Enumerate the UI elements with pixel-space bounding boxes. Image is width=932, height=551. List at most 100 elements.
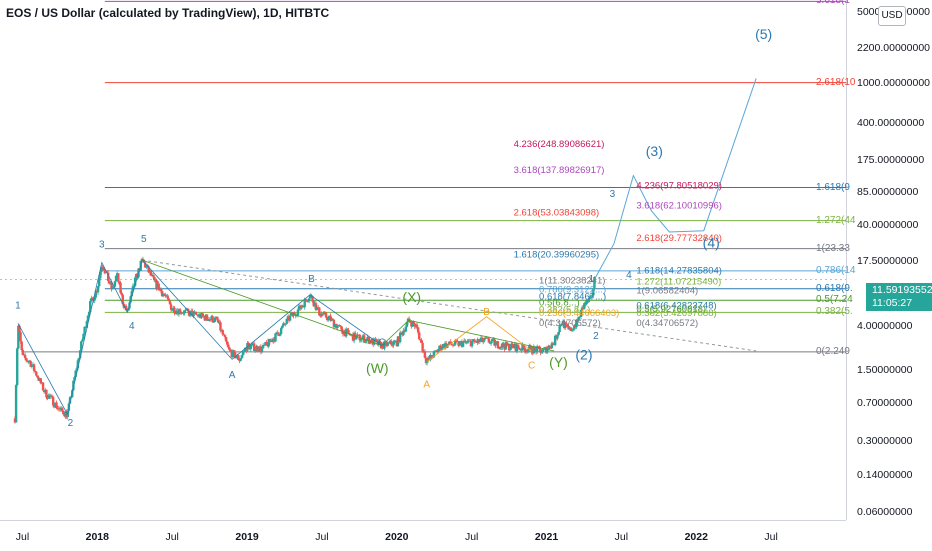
candle-body — [153, 276, 156, 281]
candle-body — [453, 340, 457, 345]
fib-label: 1.618(14.27835804) — [636, 265, 722, 276]
wave-label: C — [528, 360, 535, 371]
wave-label: 1 — [15, 301, 21, 312]
candle-body — [57, 408, 60, 410]
candle-body — [522, 344, 525, 348]
candle-body — [250, 344, 254, 346]
candle-body — [549, 348, 552, 349]
fib-level-label: 0(2.249 — [816, 345, 850, 357]
candle-body — [315, 307, 319, 310]
candle-body — [94, 290, 98, 298]
candle-body — [213, 317, 217, 322]
candle-body — [516, 344, 520, 348]
candle-body — [419, 339, 422, 341]
fib-level-label: 0.382(5. — [816, 306, 853, 318]
candle-body — [420, 340, 423, 343]
candle-body — [184, 309, 187, 311]
candle-body — [223, 335, 227, 337]
candle-body — [72, 380, 75, 391]
fib-label: 3.618(62.10010996) — [636, 200, 722, 211]
candle-body — [186, 308, 190, 311]
wave-label: 2 — [593, 331, 599, 342]
bar-countdown: 11:05:27 — [872, 297, 913, 309]
candle-body — [458, 341, 461, 346]
time-tick-label: Jul — [464, 531, 479, 543]
candle-body — [77, 358, 81, 361]
candle-body — [39, 378, 43, 384]
price-tick-label: 1.50000000 — [857, 363, 913, 376]
candle-body — [241, 352, 245, 356]
candle-body — [276, 332, 279, 335]
candle-body — [455, 340, 458, 342]
candle-body — [30, 365, 34, 367]
candle-body — [465, 342, 468, 343]
candle-body — [228, 347, 231, 350]
candle-body — [114, 275, 118, 282]
candle-body — [559, 324, 562, 327]
time-axis[interactable]: Jul 2018 Jul 2019 Jul 2020 Jul 2021 Jul 2022 Jul — [0, 520, 846, 551]
candle-body — [76, 360, 80, 369]
candle-body — [570, 329, 574, 331]
candle-body — [120, 292, 123, 295]
candle-body — [111, 286, 114, 290]
candle-body — [83, 326, 86, 334]
candle-body — [593, 276, 596, 289]
candle-body — [117, 273, 120, 282]
fib-label: 1(11.30238241) — [539, 276, 605, 287]
candle-body — [430, 354, 433, 358]
candle-body — [288, 315, 292, 321]
price-chart[interactable]: 4.236(248.89086621) 3.618(137.89826917) 2.… — [0, 0, 846, 520]
candle-body — [329, 315, 332, 321]
candle-body — [133, 277, 137, 286]
fib-level-label: 0.786(14 — [816, 264, 856, 276]
candle-body — [464, 340, 467, 343]
candle-body — [267, 338, 270, 347]
wave-label: C — [378, 338, 385, 349]
candle-body — [573, 325, 576, 330]
candle-body — [192, 311, 195, 317]
price-tick-label: 0.70000000 — [857, 397, 913, 410]
candle-body — [167, 298, 171, 302]
candle-body — [224, 336, 228, 342]
candle-body — [383, 341, 386, 349]
candle-body — [511, 343, 514, 346]
candle-body — [73, 377, 76, 381]
candle-body — [58, 408, 62, 410]
candle-body — [212, 321, 215, 323]
candle-body — [121, 294, 124, 305]
price-tick-label: 2200.00000000 — [857, 41, 930, 54]
fib-label: 0.382(5.42697888) — [636, 308, 716, 319]
candle-body — [62, 410, 65, 415]
candle-body — [318, 307, 321, 316]
candle-body — [530, 345, 533, 353]
candle-body — [252, 343, 256, 352]
currency-label[interactable]: USD — [878, 6, 906, 26]
candle-body — [131, 286, 135, 292]
candle-body — [219, 322, 222, 331]
candle-body — [108, 281, 111, 284]
candle-body — [97, 278, 101, 287]
candle-body — [588, 296, 592, 299]
fib-label: 0.382(5.8...) — [539, 304, 590, 315]
candle-body — [183, 310, 186, 314]
time-tick-label: 2018 — [85, 531, 109, 543]
candle-body — [23, 354, 27, 359]
candle-body — [264, 342, 267, 346]
wave-label: A — [423, 380, 430, 391]
candle-body — [518, 347, 521, 350]
candle-body — [285, 318, 288, 324]
trendline — [142, 259, 757, 352]
candle-body — [332, 319, 336, 327]
fib-label: 0.786(9.3122...) — [539, 285, 606, 296]
candle-body — [569, 327, 573, 331]
candle-body — [126, 309, 129, 311]
candle-body — [309, 295, 312, 299]
candle-body — [29, 361, 32, 367]
candle-body — [311, 296, 314, 302]
candle-body — [548, 345, 551, 349]
price-axis[interactable]: 5000.000000002200.000000001000.000000004… — [846, 0, 932, 520]
candle-body — [149, 271, 153, 276]
candle-body — [535, 346, 539, 353]
time-tick-label: Jul — [315, 531, 329, 543]
